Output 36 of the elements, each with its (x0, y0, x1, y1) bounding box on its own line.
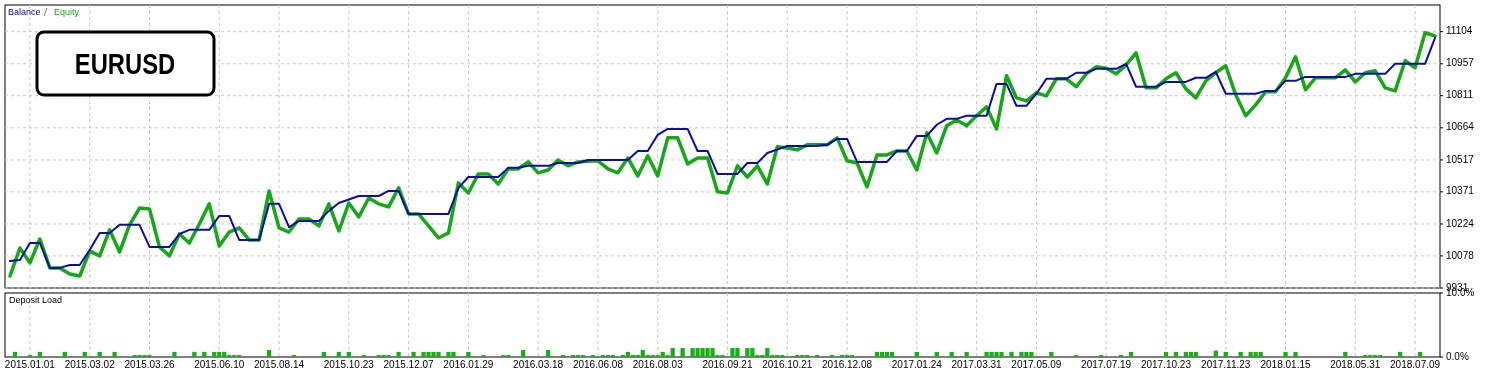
x-tick-label: 2016.12.08 (822, 359, 873, 370)
x-tick-label: 2017.01.24 (891, 359, 943, 370)
x-tick-label: 2017.03.31 (951, 359, 1003, 370)
x-tick-label: 2016.01.29 (443, 359, 494, 370)
y-tick-label: 0.0% (1446, 350, 1469, 362)
x-tick-label: 2017.07.19 (1081, 359, 1132, 370)
x-tick-label: 2016.06.08 (572, 359, 624, 370)
x-tick-label: 2015.06.10 (194, 359, 245, 370)
x-tick-label: 2015.03.26 (124, 359, 175, 370)
x-tick-label: 2016.08.03 (632, 359, 684, 370)
x-tick-label: 2015.08.14 (254, 359, 305, 370)
x-tick-label: 2018.07.09 (1390, 359, 1441, 370)
x-tick-label: 2015.01.01 (4, 359, 56, 370)
y-tick-label: 10371 (1446, 185, 1475, 197)
annotation: EURUSD (74, 47, 176, 81)
x-tick-label: 2018.01.15 (1260, 359, 1311, 370)
y-tick-label: 10664 (1446, 121, 1475, 133)
x-tick-label: 2015.03.02 (64, 359, 116, 370)
y-tick-label: 10517 (1446, 153, 1475, 165)
text: Equity (54, 7, 80, 17)
x-tick-label: 2017.11.23 (1201, 359, 1251, 370)
x-tick-label: 2016.10.21 (762, 359, 813, 370)
y-tick-label: 10957 (1446, 57, 1475, 69)
x-tick-label: 2018.05.31 (1330, 359, 1381, 370)
y-tick-label: 10224 (1446, 217, 1475, 229)
y-tick-label: 11104 (1446, 25, 1473, 37)
x-tick-label: 2016.03.18 (513, 359, 564, 370)
x-tick-label: 2017.05.09 (1011, 359, 1062, 370)
text: Balance (8, 7, 41, 17)
x-tick-label: 2017.10.23 (1140, 359, 1192, 370)
y-tick-label: 10078 (1446, 249, 1475, 261)
x-tick-label: 2015.10.23 (323, 359, 375, 370)
chart-title: Deposit Load (9, 295, 63, 305)
x-tick-label: 2016.09.21 (702, 359, 753, 370)
x-tick-label: 2015.12.07 (383, 359, 435, 370)
y-tick-label: 10811 (1446, 89, 1474, 101)
